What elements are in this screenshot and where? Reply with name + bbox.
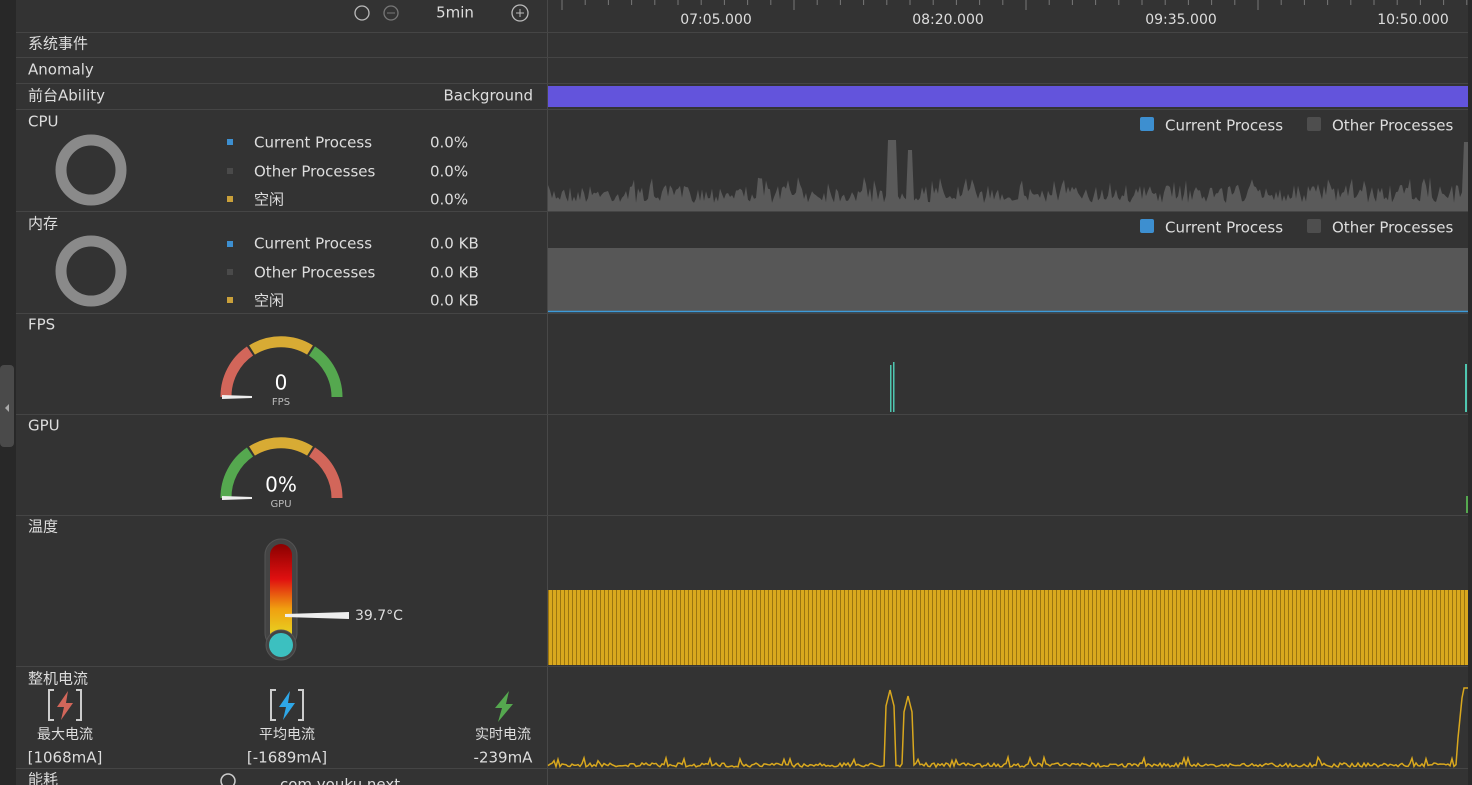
current-value: [-1689mA] <box>247 749 327 767</box>
zoom-out-icon[interactable] <box>383 5 399 21</box>
chart-legend-swatch <box>1140 117 1154 131</box>
legend-dot <box>227 196 233 202</box>
temperature-chart <box>548 590 1468 665</box>
chart-legend-swatch <box>1307 219 1321 233</box>
legend-value: 0.0% <box>430 191 468 209</box>
fps-mark <box>893 362 895 412</box>
current-label: 最大电流 <box>37 727 93 743</box>
chart-legend: Current Process <box>1165 219 1283 237</box>
gpu-value: 0% <box>265 473 297 497</box>
legend-dot <box>227 139 233 145</box>
current-value: [1068mA] <box>28 749 103 767</box>
legend-value: 0.0 KB <box>430 292 479 310</box>
fps-mark <box>890 365 892 412</box>
time-label: 08:20.000 <box>912 12 984 28</box>
scrollbar[interactable] <box>1468 0 1472 785</box>
current-label: 平均电流 <box>259 727 315 743</box>
energy-process: com.youku.next <box>280 776 400 785</box>
collapse-arrow <box>5 404 9 412</box>
row-label: Anomaly <box>28 61 94 79</box>
zoom-level: 5min <box>436 4 474 22</box>
divider <box>547 0 548 785</box>
legend-name: Current Process <box>254 134 372 152</box>
fps-mark <box>1465 364 1467 412</box>
ability-bar <box>548 86 1468 107</box>
memory-area <box>548 248 1468 311</box>
reset-icon[interactable] <box>354 5 370 21</box>
temperature-value: 39.7°C <box>355 608 403 624</box>
current-value: -239mA <box>474 749 534 767</box>
chart-legend-swatch <box>1140 219 1154 233</box>
gauge-needle <box>222 395 252 399</box>
chart-legend-swatch <box>1307 117 1321 131</box>
legend-dot <box>227 241 233 247</box>
chart-legend: Other Processes <box>1332 117 1453 135</box>
gpu-unit: GPU <box>270 499 291 510</box>
row-label: 能耗 <box>28 771 58 785</box>
donut <box>55 134 127 206</box>
fps-gauge <box>220 336 343 398</box>
row-label: 温度 <box>28 518 58 536</box>
avg-current-icon <box>270 689 304 721</box>
legend-name: 空闲 <box>254 191 284 209</box>
cpu-area <box>548 140 1468 211</box>
chart-legend: Other Processes <box>1332 219 1453 237</box>
legend-value: 0.0% <box>430 134 468 152</box>
legend-value: 0.0% <box>430 163 468 181</box>
fps-value: 0 <box>275 371 288 395</box>
legend-name: Other Processes <box>254 264 375 282</box>
thermometer-bulb <box>269 633 293 657</box>
zoom-in-plus <box>516 9 524 17</box>
energy-icon <box>220 773 236 785</box>
current-line <box>547 687 1468 770</box>
gpu-mark <box>1466 496 1468 513</box>
timeline-ticks <box>561 0 1468 10</box>
chart-legend: Current Process <box>1165 117 1283 135</box>
legend-name: Current Process <box>254 235 372 253</box>
row-label: CPU <box>28 113 59 131</box>
legend-value: 0.0 KB <box>430 235 479 253</box>
row-label: 前台Ability <box>28 87 105 105</box>
legend-dot <box>227 168 233 174</box>
ability-state: Background <box>444 87 534 105</box>
legend-dot <box>227 269 233 275</box>
row-label: 整机电流 <box>28 670 88 688</box>
gauge-needle <box>222 496 252 500</box>
legend-value: 0.0 KB <box>430 264 479 282</box>
gpu-gauge <box>220 437 343 499</box>
legend-dot <box>227 297 233 303</box>
legend-name: Other Processes <box>254 163 375 181</box>
fps-unit: FPS <box>272 397 290 408</box>
zoom-in-icon[interactable] <box>511 4 529 22</box>
legend-name: 空闲 <box>254 292 284 310</box>
time-label: 10:50.000 <box>1377 12 1449 28</box>
current-label: 实时电流 <box>475 727 531 743</box>
row-label: FPS <box>28 316 55 334</box>
time-label: 09:35.000 <box>1145 12 1217 28</box>
max-current-icon <box>48 689 82 721</box>
row-label: 系统事件 <box>28 35 88 53</box>
donut <box>55 235 127 307</box>
row-label: GPU <box>28 417 60 435</box>
row-label: 内存 <box>28 215 58 233</box>
realtime-current-icon <box>495 691 513 722</box>
time-label: 07:05.000 <box>680 12 752 28</box>
row-separators <box>16 32 1468 769</box>
thermometer-needle <box>285 612 349 619</box>
thermometer-fill <box>270 544 292 644</box>
